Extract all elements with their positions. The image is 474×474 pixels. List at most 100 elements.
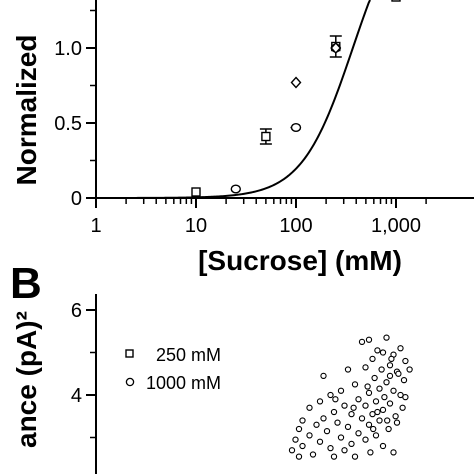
scatter-point	[371, 426, 376, 431]
scatter-point	[396, 371, 401, 376]
scatter-point	[310, 452, 315, 457]
scatter-point	[300, 418, 305, 423]
scatter-point	[387, 373, 392, 378]
scatter-point	[352, 382, 357, 387]
scatter-point	[398, 346, 403, 351]
scatter-point	[407, 367, 412, 372]
scatter-point	[366, 337, 371, 342]
scatter-point	[363, 365, 368, 370]
scatter-point	[377, 418, 382, 423]
scatter-point	[324, 429, 329, 434]
square-marker	[192, 188, 200, 196]
scatter-point	[375, 409, 380, 414]
scatter-point	[307, 433, 312, 438]
scatter-point	[338, 388, 343, 393]
scatter-point	[368, 450, 373, 455]
scatter-point	[321, 373, 326, 378]
scatter-point	[335, 420, 340, 425]
scatter-point	[345, 367, 350, 372]
scatter-point	[372, 375, 377, 380]
scatter-point	[380, 407, 385, 412]
scatter-point	[389, 356, 394, 361]
scatter-point	[321, 416, 326, 421]
panel-a-y-axis-label: Normalized	[11, 35, 42, 186]
scatter-point	[349, 441, 354, 446]
scatter-point	[345, 424, 350, 429]
scatter-point	[338, 435, 343, 440]
scatter-point	[391, 450, 396, 455]
scatter-point	[400, 405, 405, 410]
panel-a-x-axis-label: [Sucrose] (mM)	[198, 245, 402, 276]
x-tick-label: 10	[185, 215, 207, 237]
scatter-point	[333, 397, 338, 402]
scatter-point	[349, 412, 354, 417]
scatter-point	[328, 392, 333, 397]
square-marker	[392, 0, 400, 1]
scatter-point	[296, 454, 301, 459]
panel-a-y-ticks: 0 0.5 1.0	[54, 11, 96, 211]
legend-label-250: 250 mM	[156, 345, 221, 365]
scatter-point	[317, 399, 322, 404]
scatter-point	[328, 446, 333, 451]
scatter-point	[393, 414, 398, 419]
diamond-marker	[292, 78, 301, 88]
scatter-point	[375, 348, 380, 353]
scatter-point	[356, 397, 361, 402]
x-tick-label: 1	[90, 215, 101, 237]
scatter-point	[382, 395, 387, 400]
scatter-point	[356, 431, 361, 436]
scatter-point	[370, 356, 375, 361]
scatter-point	[384, 380, 389, 385]
scatter-point	[293, 437, 298, 442]
scatter-point	[401, 378, 406, 383]
panel-b-y-axis-label: ance (pA)²	[11, 311, 42, 448]
scatter-point	[373, 433, 378, 438]
circle-marker	[292, 124, 301, 132]
scatter-point	[359, 416, 364, 421]
scatter-point	[331, 409, 336, 414]
scatter-point	[363, 403, 368, 408]
scatter-point	[386, 426, 391, 431]
scatter-point	[359, 339, 364, 344]
panel-a-data-points	[192, 0, 400, 196]
scatter-point	[365, 384, 370, 389]
scatter-point	[394, 420, 399, 425]
scatter-point	[317, 439, 322, 444]
y-tick-label: 0.5	[54, 113, 82, 135]
scatter-point	[380, 443, 385, 448]
scatter-point	[366, 390, 371, 395]
scatter-point	[403, 358, 408, 363]
scatter-point	[342, 403, 347, 408]
scatter-point	[379, 367, 384, 372]
scatter-point	[403, 395, 408, 400]
scatter-point	[314, 422, 319, 427]
panel-b-data-points	[289, 335, 412, 459]
scatter-point	[366, 422, 371, 427]
square-marker	[262, 133, 270, 141]
scatter-point	[380, 350, 385, 355]
panel-b-chart: B 46 ance (pA)² 250 mM 1000 mM	[10, 259, 412, 474]
y-tick-label: 4	[71, 385, 82, 407]
panel-a-fit-curve	[98, 0, 370, 198]
panel-b-y-ticks: 46	[71, 300, 96, 438]
legend-circle-marker	[126, 378, 133, 385]
scatter-point	[385, 418, 390, 423]
panel-a-x-ticks: 1 10 100 1,000	[90, 198, 426, 237]
legend-label-1000: 1000 mM	[146, 373, 221, 393]
scatter-point	[387, 363, 392, 368]
y-tick-label: 0	[71, 188, 82, 210]
y-tick-label: 6	[71, 300, 82, 322]
scatter-point	[296, 426, 301, 431]
legend-square-marker	[126, 350, 133, 357]
scatter-point	[331, 454, 336, 459]
scatter-point	[300, 443, 305, 448]
scatter-point	[391, 388, 396, 393]
scatter-point	[373, 399, 378, 404]
scatter-point	[363, 437, 368, 442]
scatter-point	[289, 448, 294, 453]
x-tick-label: 1,000	[371, 215, 421, 237]
panel-a-chart: 1 10 100 1,000 0 0.5 1.0 [Sucrose] (mM) Norma…	[11, 0, 474, 276]
scatter-point	[352, 454, 357, 459]
scatter-point	[384, 335, 389, 340]
